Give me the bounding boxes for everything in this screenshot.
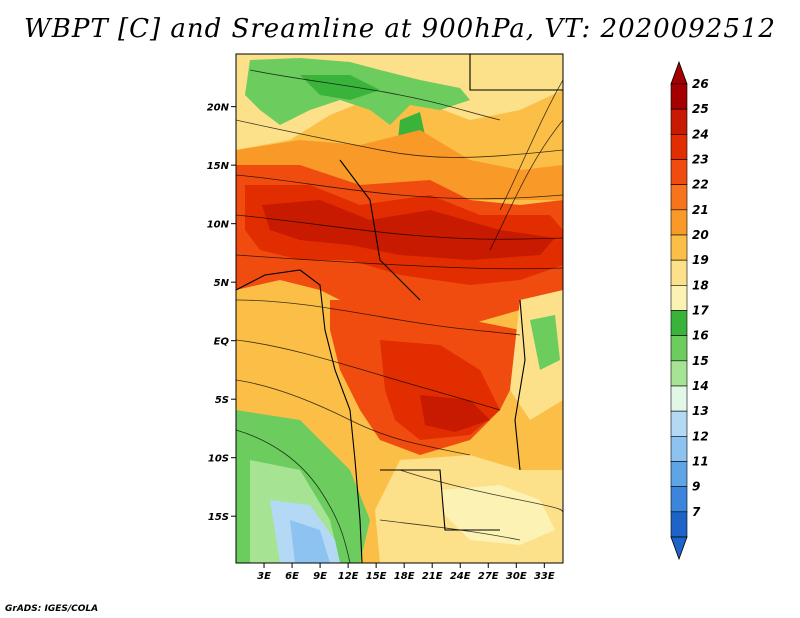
colorbar-swatch [670,108,688,135]
colorbar-label: 19 [692,253,709,267]
lat-tick-label: 10S [208,454,229,465]
lat-tick-label: 20N [207,103,230,114]
colorbar-label: 25 [692,102,709,116]
lat-tick-label: 15S [208,512,229,523]
colorbar-swatch [670,335,688,362]
colorbar-label: 14 [692,379,709,393]
colorbar-swatch [670,360,688,387]
longitude-axis: 3E 6E 9E 12E 15E 18E 21E 24E 27E 30E 33E [257,563,555,582]
lon-tick-label: 33E [534,571,555,582]
lat-tick-label: 5S [215,395,229,406]
colorbar-swatch [670,234,688,261]
colorbar-swatch [670,511,688,538]
colorbar-swatch [670,184,688,211]
lon-tick-label: 6E [285,571,299,582]
colorbar-label: 20 [692,228,709,242]
colorbar-bottom-arrow [670,536,688,561]
colorbar-label: 7 [692,505,701,519]
lon-tick-label: 24E [450,571,471,582]
colorbar-swatch [670,159,688,185]
colorbar: 26 25 24 23 22 21 20 19 18 17 16 15 14 13 12 11 9 7 [670,60,709,561]
colorbar-label: 21 [692,203,709,217]
lon-tick-label: 9E [313,571,327,582]
colorbar-label: 11 [692,455,709,469]
colorbar-label: 12 [692,429,709,443]
colorbar-label: 9 [692,480,700,494]
colorbar-label: 16 [692,329,709,343]
colorbar-label: 23 [692,153,709,167]
colorbar-label: 22 [692,178,709,192]
colorbar-swatch [670,209,688,236]
wbpt-field [236,54,563,563]
lat-tick-label: 5N [214,278,230,289]
colorbar-swatch [670,410,688,437]
lat-tick-label: 10N [207,220,230,231]
colorbar-swatch [670,310,688,336]
lon-tick-label: 12E [338,571,359,582]
lon-tick-label: 15E [366,571,387,582]
colorbar-swatch [670,83,688,110]
colorbar-swatch [670,486,688,513]
colorbar-swatch [670,461,688,487]
colorbar-top-arrow [670,60,688,85]
colorbar-label: 13 [692,404,709,418]
lon-tick-label: 27E [478,571,499,582]
chart-title: WBPT [C] and Sreamline at 900hPa, VT: 20… [24,14,776,44]
colorbar-label: 15 [692,354,709,368]
lon-tick-label: 18E [394,571,415,582]
colorbar-label: 24 [692,127,709,141]
lat-tick-label: EQ [214,337,230,348]
colorbar-swatch [670,134,688,160]
lat-tick-label: 15N [207,161,230,172]
map-frame [235,53,564,564]
colorbar-swatch [670,436,688,462]
colorbar-swatch [670,385,688,412]
lon-tick-label: 30E [506,571,527,582]
colorbar-label: 17 [692,304,709,318]
colorbar-swatch [670,259,688,286]
colorbar-label: 18 [692,278,709,292]
lon-tick-label: 3E [257,571,271,582]
grads-credit: GrADS: IGES/COLA [5,604,99,614]
lon-tick-label: 21E [422,571,443,582]
colorbar-label: 26 [692,77,709,91]
latitude-axis: 20N 15N 10N 5N EQ 5S 10S 15S [207,103,236,523]
colorbar-swatch [670,285,688,311]
